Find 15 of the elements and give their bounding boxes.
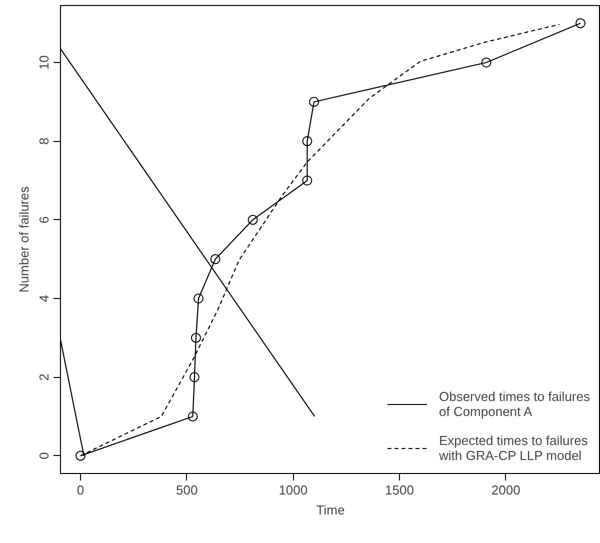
y-tick-label: 0 [36, 452, 52, 460]
y-axis-title: Number of failures [16, 186, 32, 293]
x-axis-title: Time [316, 502, 345, 518]
y-tick-label: 4 [36, 294, 52, 302]
y-tick-label: 8 [36, 138, 52, 145]
x-tick-label: 500 [176, 482, 198, 498]
legend-label: Observed times to failures of Component A [438, 389, 590, 419]
y-tick-label: 10 [36, 55, 52, 70]
x-tick-label: 1000 [278, 482, 308, 498]
y-tick-label: 6 [36, 216, 52, 224]
x-tick-label: 0 [76, 482, 84, 498]
legend-label: Expected times to failures with GRA-CP LLP model [438, 433, 588, 463]
x-tick-label: 2000 [491, 482, 520, 498]
x-tick-label: 1500 [385, 482, 414, 498]
y-tick-label: 2 [36, 374, 52, 381]
